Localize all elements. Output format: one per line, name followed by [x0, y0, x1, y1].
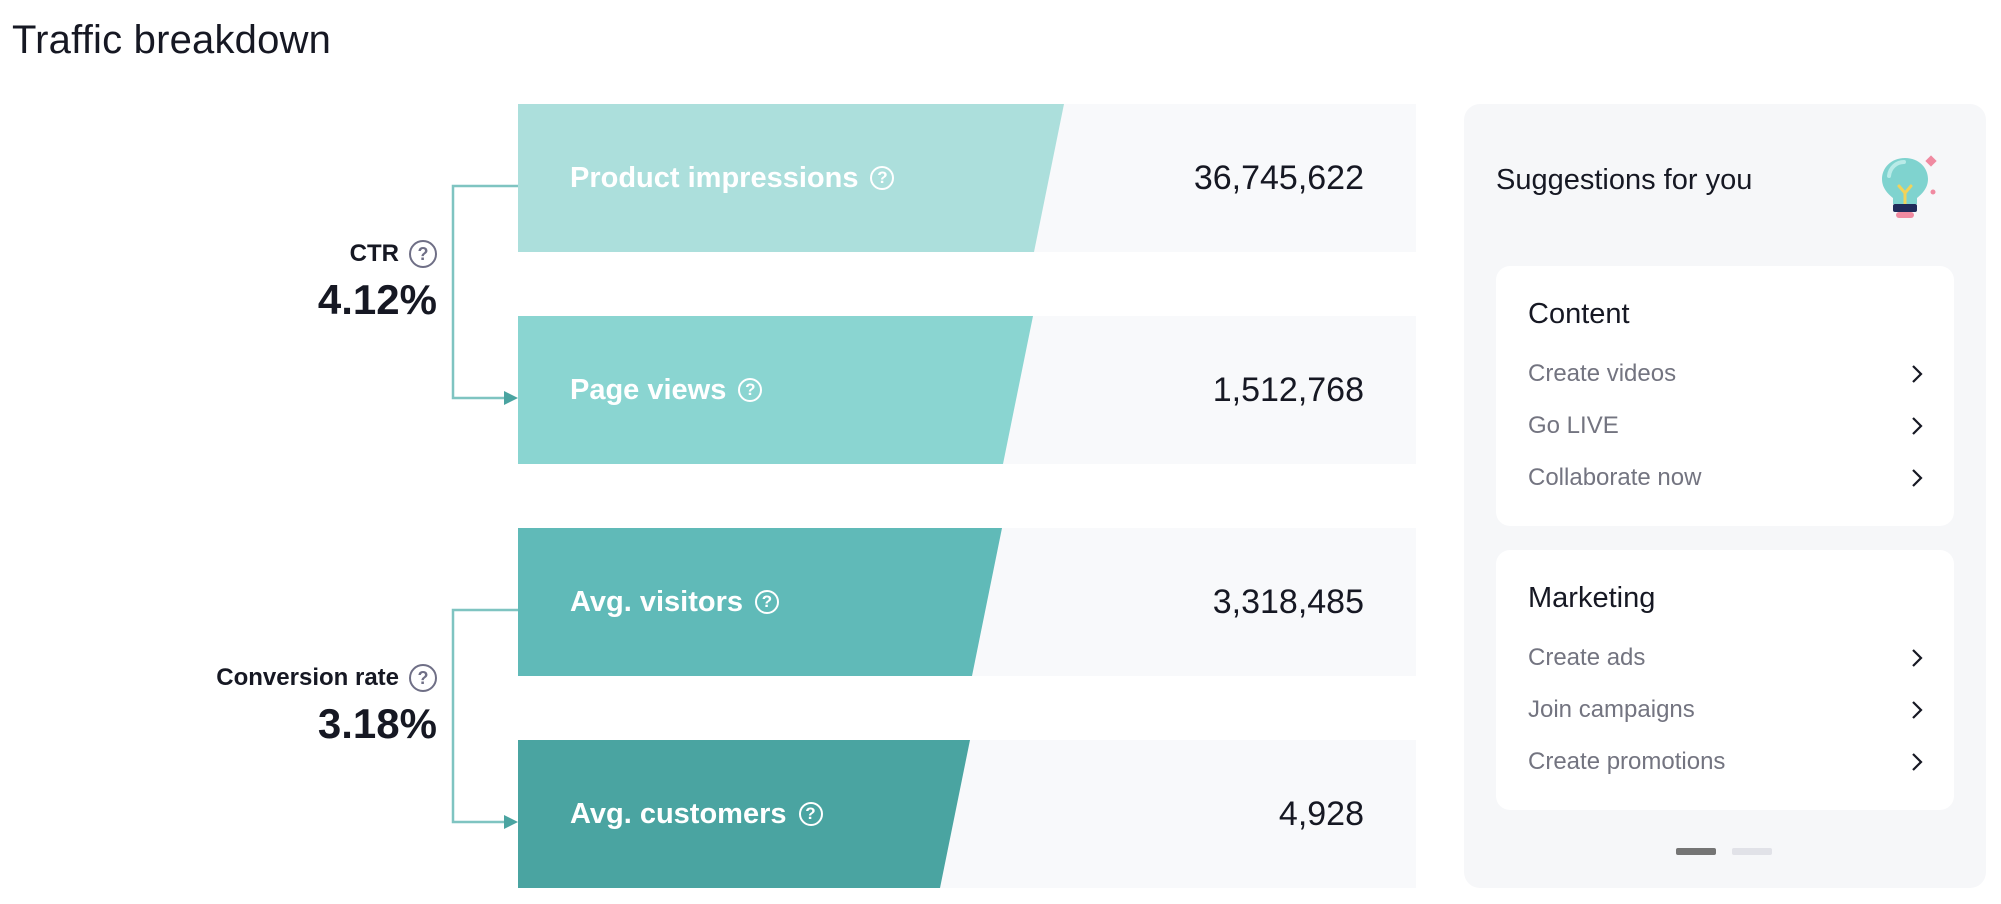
suggestion-item-create-ads[interactable]: Create ads	[1528, 632, 1928, 684]
conversion-rate-metric: Conversion rate? 3.18%	[216, 664, 437, 748]
ctr-arrow-head	[504, 391, 518, 405]
suggestion-item-label: Create videos	[1528, 360, 1677, 387]
funnel-label: Product impressions	[570, 161, 859, 194]
funnel-row-product-impressions: Product impressions? 36,745,622	[518, 104, 1416, 252]
card-title: Content	[1528, 298, 1630, 330]
question-circle-icon[interactable]: ?	[409, 240, 437, 268]
suggestion-card-content: Content Create videos Go LIVE Collaborat…	[1496, 266, 1954, 526]
chevron-right-icon	[1906, 415, 1928, 437]
funnel-bar	[518, 104, 1064, 252]
question-circle-icon[interactable]: ?	[870, 166, 895, 190]
ctr-value: 4.12%	[317, 276, 437, 323]
conversion-rate-label: Conversion rate	[216, 664, 399, 691]
lightbulb-icon	[1882, 155, 1937, 218]
funnel-value: 1,512,768	[1212, 370, 1364, 409]
funnel-connectors	[451, 184, 518, 829]
funnel-label: Avg. visitors	[570, 585, 743, 618]
funnel-bar	[518, 740, 970, 888]
chevron-right-icon	[1906, 467, 1928, 489]
funnel-row-avg-visitors: Avg. visitors? 3,318,485	[518, 528, 1416, 676]
chevron-right-icon	[1906, 647, 1928, 669]
conversion-connector-line	[451, 608, 518, 824]
question-circle-icon[interactable]: ?	[754, 590, 779, 614]
suggestions-title: Suggestions for you	[1496, 164, 1753, 196]
question-circle-icon[interactable]: ?	[798, 802, 823, 826]
suggestion-item-label: Collaborate now	[1528, 464, 1702, 491]
funnel-value: 4,928	[1278, 794, 1364, 833]
ctr-connector-line	[451, 184, 518, 400]
funnel-value: 36,745,622	[1193, 158, 1364, 197]
card-title: Marketing	[1528, 582, 1656, 614]
suggestion-card-marketing: Marketing Create ads Join campaigns Crea…	[1496, 550, 1954, 810]
pagination-dot-2[interactable]	[1732, 848, 1772, 855]
suggestion-item-label: Create ads	[1528, 644, 1646, 671]
pagination-dots	[1676, 848, 1772, 855]
suggestion-item-create-videos[interactable]: Create videos	[1528, 348, 1928, 400]
conversion-rate-value: 3.18%	[317, 700, 437, 747]
chevron-right-icon	[1906, 699, 1928, 721]
chevron-right-icon	[1906, 751, 1928, 773]
funnel-bar	[518, 316, 1033, 464]
suggestion-item-create-promotions[interactable]: Create promotions	[1528, 736, 1928, 788]
suggestions-panel: Suggestions for you Content Create video…	[1464, 104, 1986, 888]
question-circle-icon[interactable]: ?	[409, 664, 437, 692]
funnel-label: Page views	[570, 373, 727, 406]
suggestion-item-join-campaigns[interactable]: Join campaigns	[1528, 684, 1928, 736]
funnel-label: Avg. customers	[570, 797, 787, 830]
funnel-row-avg-customers: Avg. customers? 4,928	[518, 740, 1416, 888]
suggestion-item-collaborate-now[interactable]: Collaborate now	[1528, 452, 1928, 504]
funnel-value: 3,318,485	[1212, 582, 1364, 621]
suggestion-item-label: Join campaigns	[1528, 696, 1695, 723]
conversion-arrow-head	[504, 815, 518, 829]
pagination-dot-1[interactable]	[1676, 848, 1716, 855]
page-title: Traffic breakdown	[12, 18, 332, 62]
chevron-right-icon	[1906, 363, 1928, 385]
funnel-row-page-views: Page views? 1,512,768	[518, 316, 1416, 464]
suggestion-item-label: Go LIVE	[1528, 412, 1619, 439]
ctr-label: CTR	[349, 240, 399, 267]
suggestion-item-go-live[interactable]: Go LIVE	[1528, 400, 1928, 452]
suggestion-item-label: Create promotions	[1528, 748, 1726, 775]
ctr-metric: CTR? 4.12%	[318, 240, 437, 324]
question-circle-icon[interactable]: ?	[738, 378, 763, 402]
